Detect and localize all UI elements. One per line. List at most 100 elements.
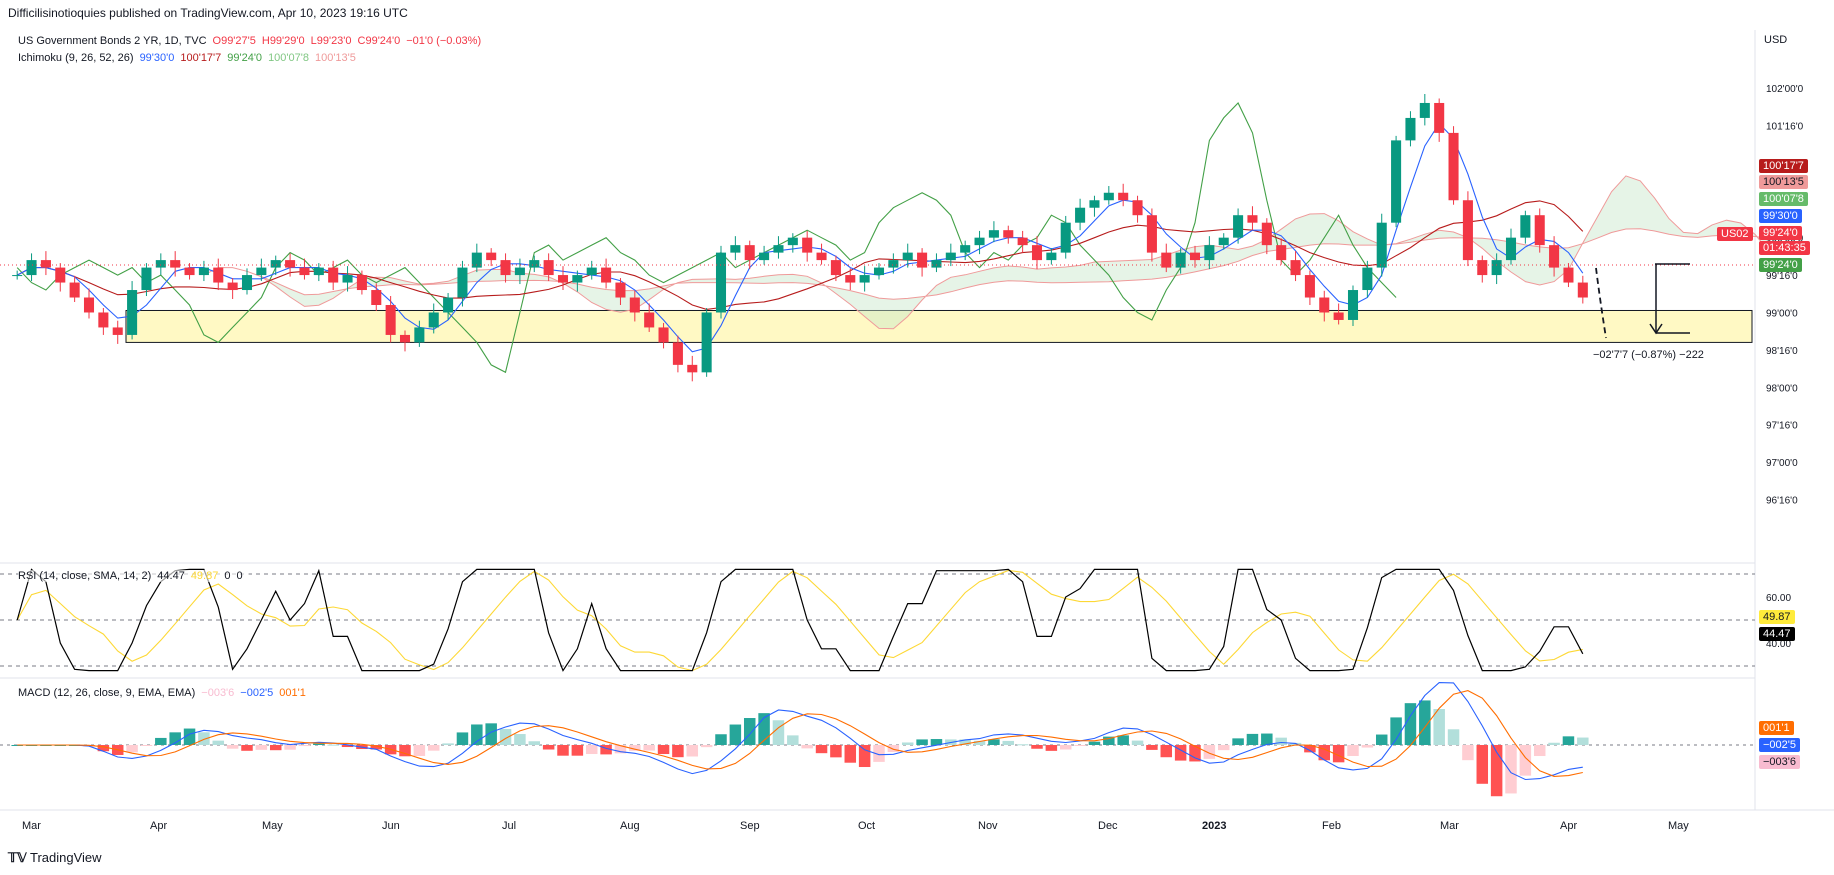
macd-hist-bar xyxy=(1462,745,1474,761)
price-tag: 001'1 xyxy=(1759,721,1794,735)
candle-body xyxy=(1218,237,1229,246)
candle-body xyxy=(457,267,468,298)
rsi-b1: 0 xyxy=(224,570,231,582)
macd-hist-bar xyxy=(1390,717,1402,745)
macd-hist-bar xyxy=(1419,700,1431,745)
macd-hist-bar xyxy=(629,745,641,751)
macd-hist-bar xyxy=(11,745,23,746)
candle-body xyxy=(299,267,310,276)
macd-hist-bar xyxy=(1174,745,1187,761)
price-tag: 100'17'7 xyxy=(1759,159,1808,173)
candle-body xyxy=(486,252,497,261)
candle-body xyxy=(414,327,425,343)
macd-hist-bar xyxy=(140,745,153,746)
macd-hist-bar xyxy=(1533,745,1546,757)
macd-hist-bar xyxy=(844,745,857,763)
candle-body xyxy=(572,275,583,283)
ichimoku-cloud xyxy=(203,175,1770,330)
candle-body xyxy=(1391,140,1402,223)
candle-body xyxy=(170,260,181,268)
candle-body xyxy=(1362,267,1373,291)
macd-hist-bar xyxy=(1203,745,1216,759)
candle-body xyxy=(213,267,224,283)
time-tick-label: 2023 xyxy=(1202,820,1226,832)
price-tick-label: 102'00'0 xyxy=(1766,84,1804,95)
macd-hist-bar xyxy=(600,745,612,755)
candle-body xyxy=(1405,117,1416,141)
macd-line xyxy=(17,682,1583,781)
macd-hist-bar xyxy=(973,740,986,745)
price-axis[interactable]: 102'00'0101'16'0101'00'0100'16'0100'00'0… xyxy=(1766,84,1804,507)
open-value: O99'27'5 xyxy=(212,35,256,47)
macd-hist-bar xyxy=(614,745,627,754)
candle-body xyxy=(902,252,913,261)
candle-body xyxy=(802,237,813,253)
price-tick-label: 99'00'0 xyxy=(1766,308,1798,319)
price-tick-label: 97'00'0 xyxy=(1766,458,1798,469)
candle-body xyxy=(988,230,999,238)
ichimoku-base-line xyxy=(16,200,1584,310)
macd-hist-bar xyxy=(413,745,426,756)
macd-hist-bar xyxy=(1059,745,1072,750)
macd-hist-bar xyxy=(442,743,454,745)
macd-hist-bar xyxy=(1404,703,1417,745)
macd-hist-bar xyxy=(169,732,181,745)
rsi-tick-label: 60.00 xyxy=(1766,593,1791,604)
candle-body xyxy=(1189,252,1201,261)
candle-body xyxy=(356,275,367,291)
candle-body xyxy=(1089,200,1100,208)
macd-hist-bar xyxy=(1031,745,1043,749)
macd-hist-bar xyxy=(1261,733,1273,745)
support-zone[interactable] xyxy=(125,309,1753,343)
candle-body xyxy=(816,252,827,261)
candle-body xyxy=(1060,222,1071,253)
price-tick-label: 96'16'0 xyxy=(1766,496,1798,507)
ichimoku-leadB: 100'13'5 xyxy=(314,52,356,64)
candle-body xyxy=(98,312,109,328)
macd-title: MACD (12, 26, close, 9, EMA, EMA) xyxy=(18,687,196,699)
macd-hist-bar xyxy=(815,745,828,754)
price-tag: −002'5 xyxy=(1759,738,1800,752)
macd-signal-value: 001'1 xyxy=(279,687,306,699)
rsi-ma-value: 49.87 xyxy=(190,570,219,582)
macd-hist-bar xyxy=(542,745,555,750)
rsi-title: RSI (14, close, SMA, 14, 2) xyxy=(18,570,152,582)
ichimoku-conv: 99'30'0 xyxy=(139,52,175,64)
macd-hist-bar xyxy=(1045,745,1058,751)
macd-hist-bar xyxy=(700,745,713,748)
macd-hist-bar xyxy=(327,744,339,746)
time-tick-label: Oct xyxy=(858,820,875,832)
candle-body xyxy=(759,252,770,261)
candle-body xyxy=(1276,245,1287,261)
brand-footer[interactable]: 𝕋𝕍 TradingView xyxy=(8,850,102,866)
macd-hist-bar xyxy=(1146,745,1158,750)
price-tick-label: 99'16'0 xyxy=(1766,271,1798,282)
macd-hist-bar xyxy=(729,724,742,745)
time-axis[interactable]: Mar Apr May Jun Jul Aug Sep Oct Nov Dec 2023 Feb Mar… xyxy=(22,820,1689,832)
time-tick-label: Nov xyxy=(978,820,998,832)
brand-name: TradingView xyxy=(30,850,102,865)
macd-hist-bar xyxy=(1016,744,1029,746)
candle-body xyxy=(155,260,166,268)
candle-body xyxy=(1290,260,1301,276)
candle-body xyxy=(1477,260,1488,276)
macd-hist-bar xyxy=(672,745,684,758)
macd-hist-bar xyxy=(772,720,785,745)
rsi-axis: 60.00 40.00 xyxy=(1766,593,1791,650)
price-tag: −003'6 xyxy=(1759,755,1800,769)
macd-hist-bar xyxy=(657,745,670,755)
candle-body xyxy=(270,260,281,268)
measure-label: −02'7'7 (−0.87%) −222 xyxy=(1593,349,1704,361)
measure-arrowhead xyxy=(1649,323,1663,335)
candle-body xyxy=(1161,252,1172,268)
macd-hist-bar xyxy=(557,745,569,756)
candle-body xyxy=(1247,215,1258,223)
price-tick-label: 98'16'0 xyxy=(1766,346,1798,357)
candle-body xyxy=(1003,230,1014,238)
candle-body xyxy=(787,237,798,246)
high-value: H99'29'0 xyxy=(261,35,305,47)
candle-body xyxy=(830,260,841,276)
time-tick-label: Sep xyxy=(740,820,760,832)
macd-hist-bar xyxy=(1117,735,1129,745)
